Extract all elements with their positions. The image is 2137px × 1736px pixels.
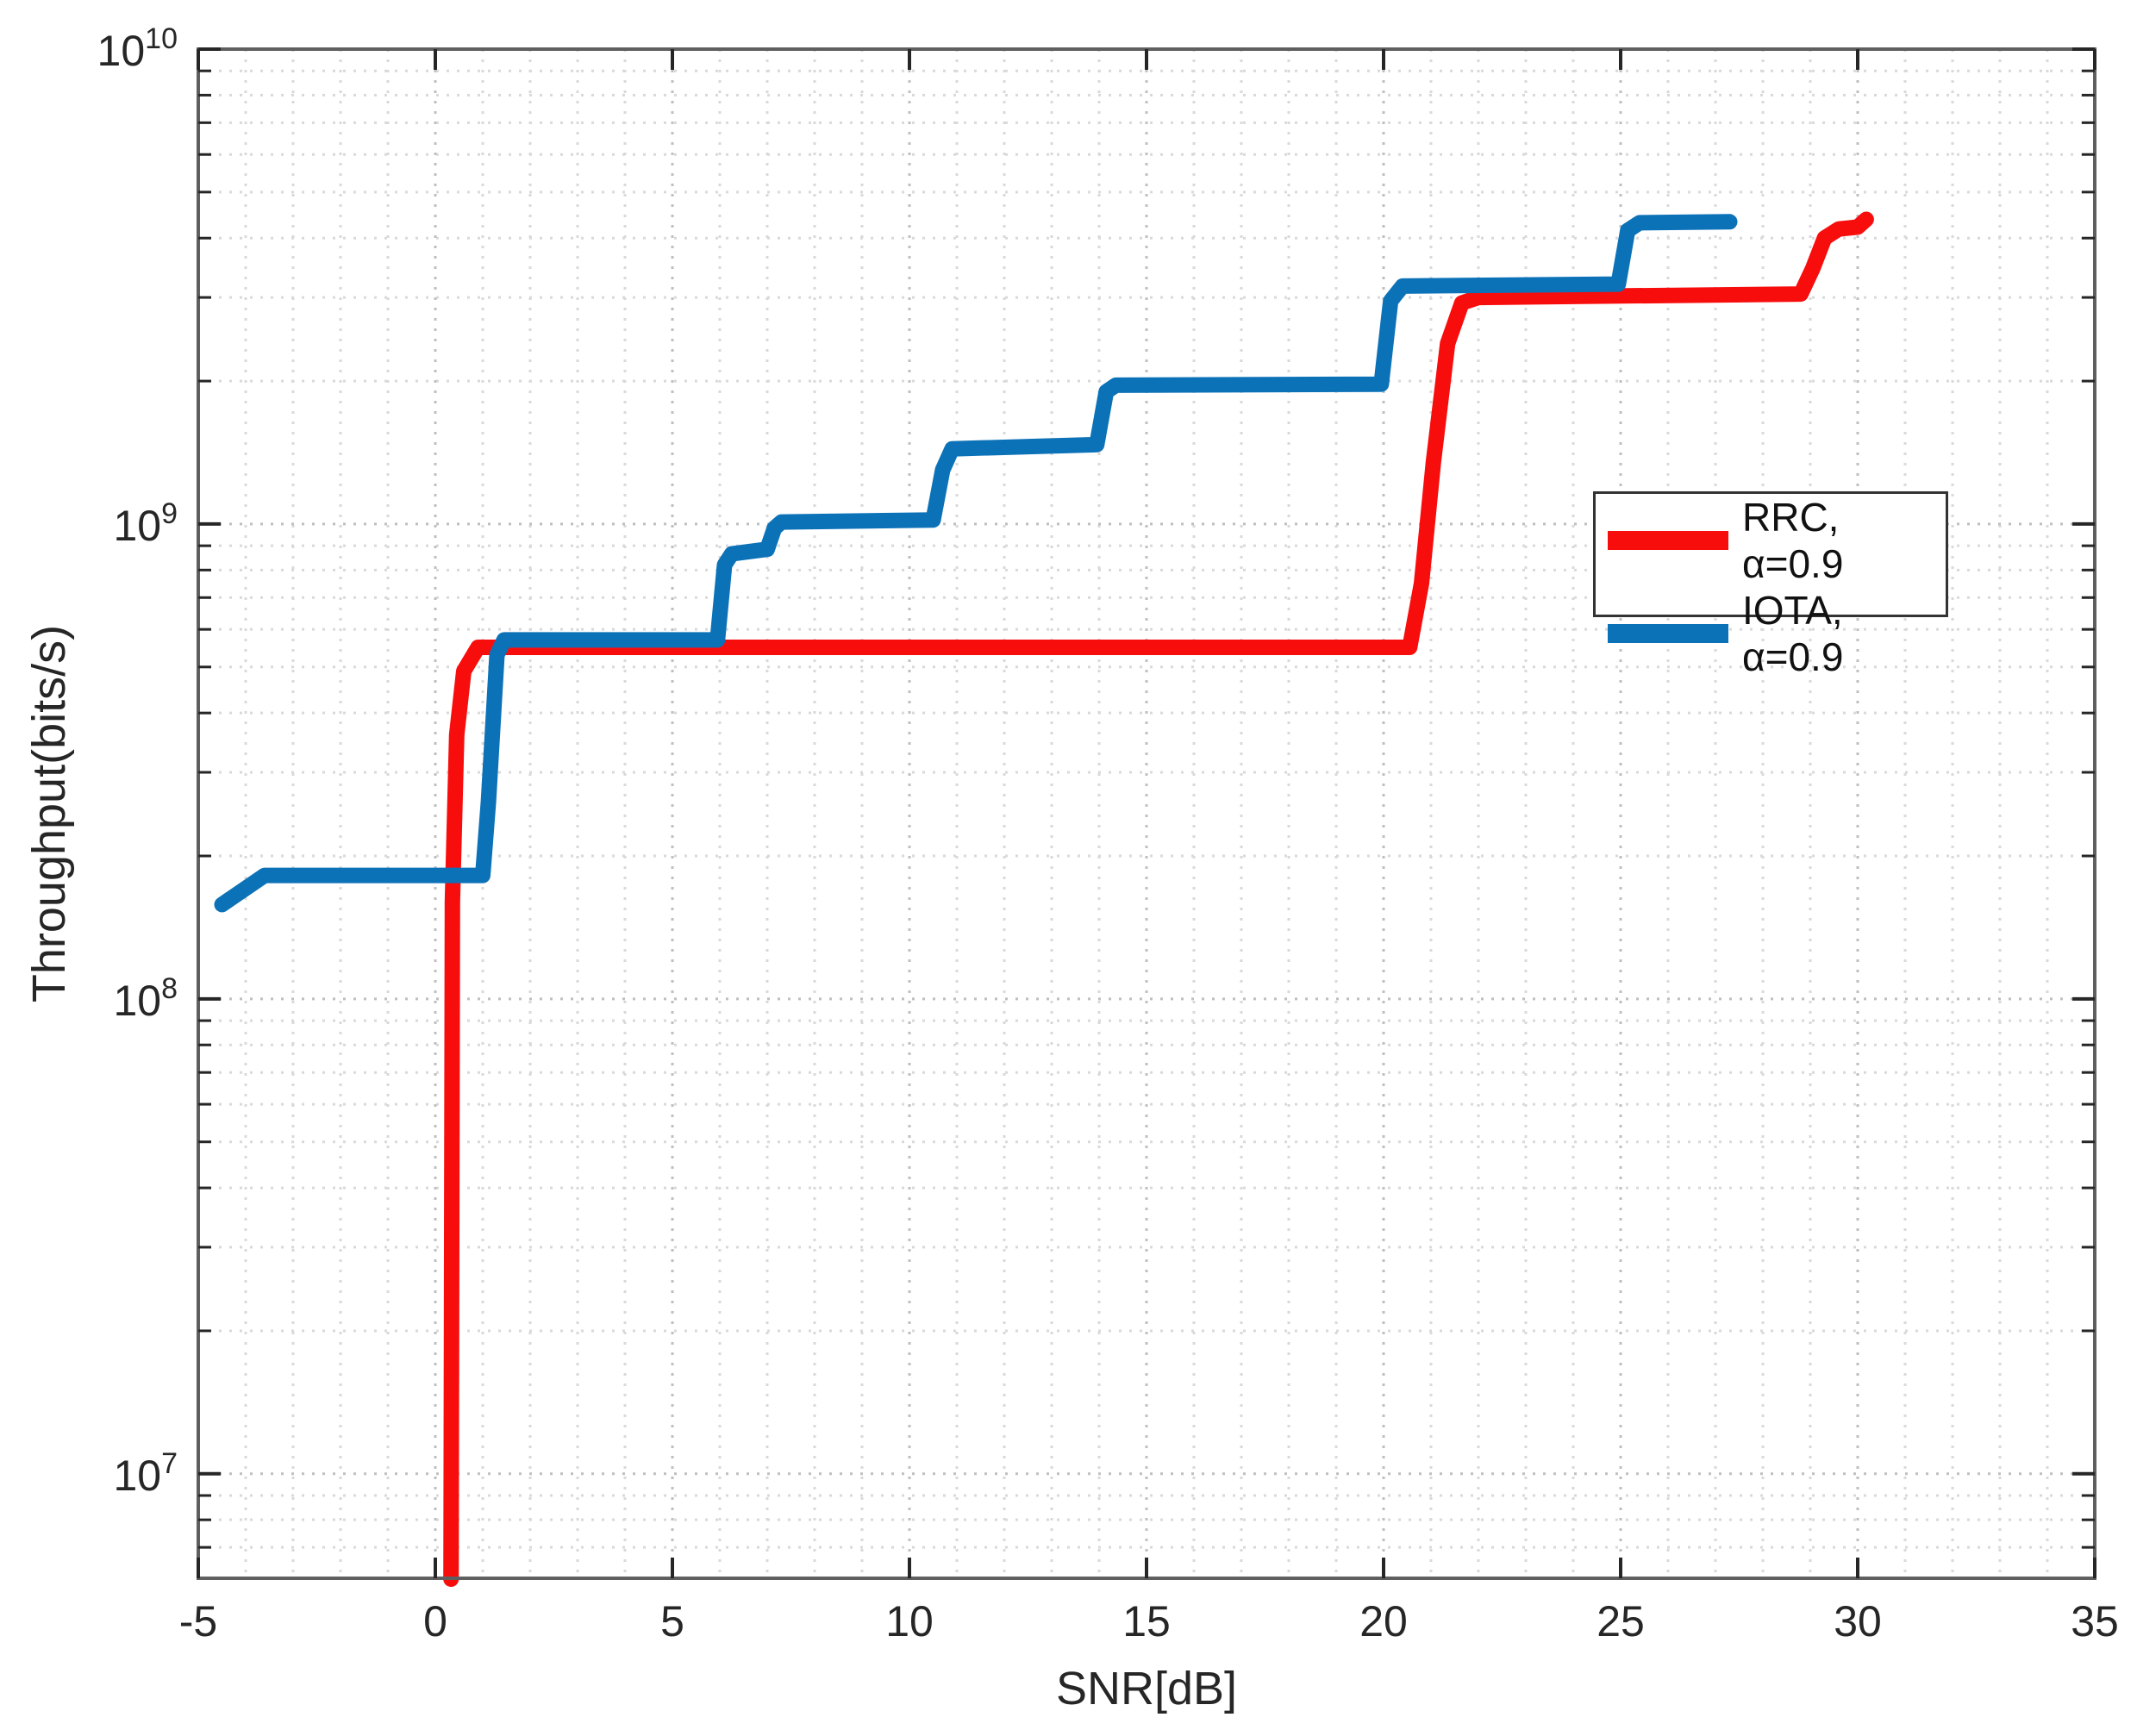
- series-line-rrc: [443, 211, 1874, 1587]
- grid-minor: [198, 49, 2095, 1578]
- x-tick-label: 15: [1122, 1597, 1171, 1645]
- legend-item: IOTA, α=0.9: [1608, 587, 1946, 680]
- legend-item-label: RRC, α=0.9: [1742, 495, 1844, 586]
- x-tick-label: 10: [885, 1597, 934, 1645]
- legend-item: RRC, α=0.9: [1608, 494, 1946, 587]
- legend-item-label: IOTA, α=0.9: [1742, 588, 1844, 679]
- y-tick-label: 107: [113, 1446, 178, 1500]
- series-lines: [214, 211, 1874, 1587]
- y-axis-label: Throughput(bits/s): [23, 624, 75, 1003]
- legend-line-swatch: [1608, 531, 1728, 550]
- y-tick-label: 1010: [97, 22, 178, 75]
- x-axis-label: SNR[dB]: [1055, 1663, 1238, 1714]
- x-tick-label: -5: [178, 1597, 218, 1645]
- x-tick-label: 0: [423, 1597, 447, 1645]
- axis-ticks: [197, 47, 2096, 1578]
- legend: RRC, α=0.9 IOTA, α=0.9: [1593, 491, 1948, 679]
- x-tick-label: 35: [2071, 1597, 2119, 1645]
- x-tick-label: 20: [1359, 1597, 1408, 1645]
- y-tick-label: 109: [113, 496, 178, 550]
- x-tick-label: 25: [1597, 1597, 1645, 1645]
- x-tick-label: 5: [660, 1597, 684, 1645]
- legend-line-swatch: [1608, 624, 1728, 643]
- y-tick-label: 108: [113, 971, 178, 1025]
- x-tick-label: 30: [1834, 1597, 1882, 1645]
- series-line-iota: [214, 214, 1738, 913]
